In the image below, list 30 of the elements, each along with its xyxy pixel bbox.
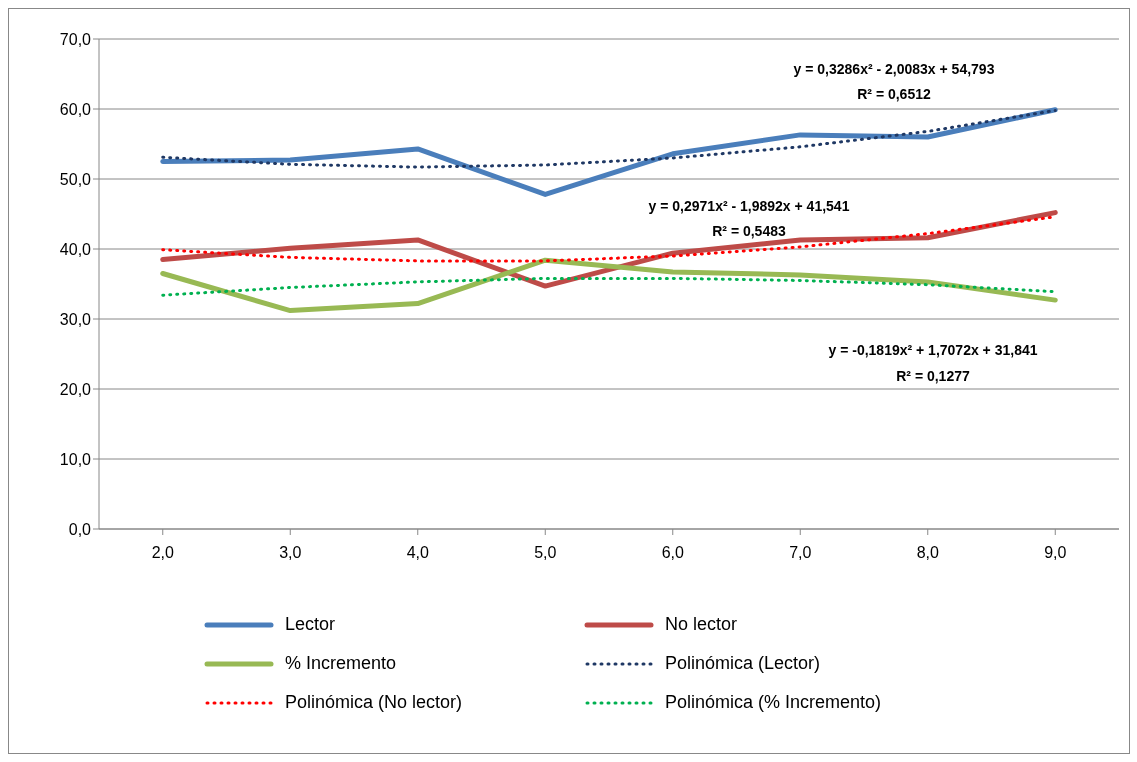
x-tick-label: 9,0 bbox=[1044, 544, 1067, 562]
x-tick-label: 5,0 bbox=[534, 544, 557, 562]
legend-label: Lector bbox=[285, 614, 336, 635]
x-tick-label: 7,0 bbox=[789, 544, 812, 562]
x-tick-label: 6,0 bbox=[661, 544, 684, 562]
legend-label: No lector bbox=[665, 614, 738, 635]
line-series bbox=[161, 108, 1057, 169]
legend-label: Polinómica (No lector) bbox=[285, 692, 463, 713]
x-tick-label: 3,0 bbox=[279, 544, 302, 562]
legend-label: Polinómica (% Incremento) bbox=[665, 692, 882, 713]
line-series bbox=[161, 276, 1057, 297]
annotation: R² = 0,5483 bbox=[712, 223, 786, 239]
annotation: R² = 0,6512 bbox=[857, 86, 931, 102]
x-tick-label: 2,0 bbox=[151, 544, 174, 562]
y-tick-label: 20,0 bbox=[59, 380, 92, 398]
y-tick-label: 0,0 bbox=[68, 520, 92, 538]
annotation: y = 0,3286x² - 2,0083x + 54,793 bbox=[793, 61, 995, 77]
y-tick-label: 70,0 bbox=[59, 30, 92, 48]
y-tick-label: 10,0 bbox=[59, 450, 92, 468]
legend-label: Polinómica (Lector) bbox=[665, 653, 821, 674]
y-tick-label: 50,0 bbox=[59, 170, 92, 188]
y-tick-label: 40,0 bbox=[59, 240, 92, 258]
annotation: y = 0,2971x² - 1,9892x + 41,541 bbox=[648, 198, 850, 214]
y-tick-label: 60,0 bbox=[59, 100, 92, 118]
x-tick-label: 4,0 bbox=[406, 544, 429, 562]
annotation: y = -0,1819x² + 1,7072x + 31,841 bbox=[828, 342, 1038, 358]
annotation: R² = 0,1277 bbox=[896, 368, 970, 384]
x-tick-label: 8,0 bbox=[916, 544, 939, 562]
legend-label: % Incremento bbox=[285, 653, 397, 674]
y-tick-label: 30,0 bbox=[59, 310, 92, 328]
